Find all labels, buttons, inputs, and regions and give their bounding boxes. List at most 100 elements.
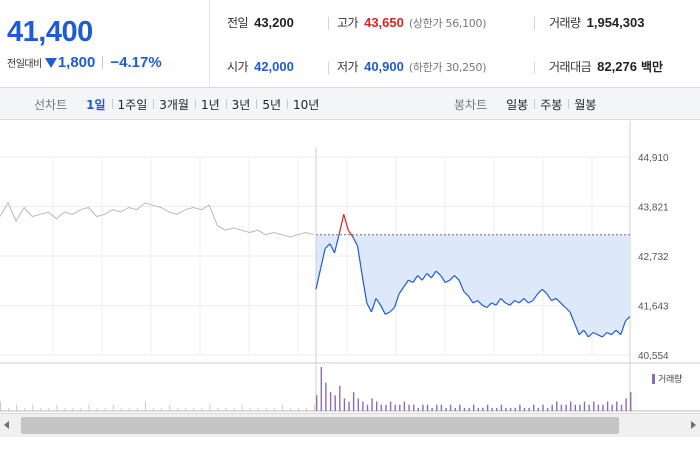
volume-bar [523,407,526,411]
y-tick-label: 42,732 [638,252,669,263]
candle-weekly[interactable]: 주봉 [534,96,568,113]
period-1-day[interactable]: 1일 [86,97,106,112]
today-price-segment [583,329,589,338]
price-box: 41,400 전일대비 1,800 −4.17% [0,0,210,88]
today-price-segment [398,286,405,295]
today-price-segment [463,291,469,297]
prev-day-price-line [0,201,315,238]
candle-monthly[interactable]: 월봉 [568,96,602,113]
today-price-segment [606,331,612,336]
stat-column-2: 고가 43,650 (상한가 56,100) 저가 40,900 (하한가 30… [328,0,534,88]
today-price-segment [352,236,359,247]
volume-bar [486,404,489,411]
today-price-segment [347,229,354,238]
volume-bar [193,407,195,411]
volume-bar [265,407,267,411]
today-price-segment [421,273,428,281]
scroll-left-arrow-icon[interactable] [4,421,9,429]
today-price-segment [472,300,478,304]
today-price-segment [560,302,566,308]
volume-bar [454,407,456,411]
period-3-months[interactable]: 3개월 [153,96,195,113]
chart-scrollbar[interactable] [0,413,700,437]
volume-bar [96,407,98,411]
today-price-segment [324,243,331,249]
candle-daily[interactable]: 일봉 [506,97,529,112]
volume-bar [473,404,475,411]
change-value: 1,800 [57,54,96,71]
volume-bar [153,407,154,411]
period-1-year[interactable]: 1년 [194,96,226,113]
volume-bar [348,401,350,411]
period-3-years[interactable]: 3년 [225,96,257,113]
today-price-segment [333,234,340,254]
volume-bar [320,367,322,411]
amount-label: 거래대금 [549,60,592,74]
high-label: 고가 [337,16,359,30]
line-chart-label: 선차트 [34,97,68,112]
period-10-years[interactable]: 10년 [287,96,325,113]
today-price-segment [454,275,460,281]
today-price-segment [458,279,465,292]
volume-bar [579,404,581,411]
today-price-segment [417,275,423,281]
volume-bar [257,407,259,411]
today-price-segment [564,307,571,313]
candle-chart-label: 봉차트 [454,97,488,112]
volume-bar [136,407,138,411]
volume-bar [24,407,26,411]
scrollbar-thumb[interactable] [21,417,619,434]
volume-bar [583,401,586,411]
open-value: 42,000 [254,59,294,74]
volume-bar [376,401,378,411]
open-stat: 시가 42,000 [227,58,294,75]
volume-bar [32,404,34,411]
down-triangle-icon [44,57,57,68]
volume-bar [241,404,243,411]
volume-bar [496,407,498,411]
volume-bar [514,407,516,411]
today-price-segment [412,275,419,283]
today-price-segment [329,243,336,254]
period-5-years[interactable]: 5년 [256,96,287,113]
today-price-segment [624,316,631,322]
volume-stat: 거래량 1,954,303 [549,14,644,31]
volume-bar [305,407,307,411]
volume-bar [537,407,539,411]
today-price-segment [528,300,534,304]
volume-bar [560,404,563,411]
price-chart[interactable]: 44,910 43,821 42,732 41,643 40,554 거래량 [0,121,700,450]
volume-bar [389,401,392,411]
volume-bar [48,407,50,411]
volume-bar [394,404,396,411]
prev-close-label: 전일 [227,16,249,30]
below-prev-close-area [316,234,630,337]
volume-bar [314,404,315,411]
today-price-segment [370,298,377,313]
today-price-segment [518,297,525,304]
scroll-right-arrow-icon[interactable] [691,421,696,429]
today-price-segment [569,311,576,324]
today-price-segment [403,279,409,288]
today-price-segment [440,275,446,283]
divider [102,56,104,69]
volume-bar [329,392,332,411]
today-price-segment [514,300,520,304]
volume-bar [281,404,283,411]
today-price-segment [509,300,516,306]
volume-bar [249,407,251,411]
volume-bar [64,407,66,411]
divider [534,17,535,30]
volume-bar [399,404,401,411]
volume-bar [542,404,544,411]
today-price-segment [375,298,382,306]
volume-bar [551,404,553,411]
price-chart-svg: 44,910 43,821 42,732 41,643 40,554 [0,121,700,412]
prev-close-value: 43,200 [254,15,294,30]
volume-bar [225,407,227,411]
volume-bar [436,404,438,411]
today-price-segment [477,300,483,306]
today-price-segment [574,323,580,335]
volume-bar [201,407,203,411]
period-1-week[interactable]: 1주일 [111,96,154,113]
